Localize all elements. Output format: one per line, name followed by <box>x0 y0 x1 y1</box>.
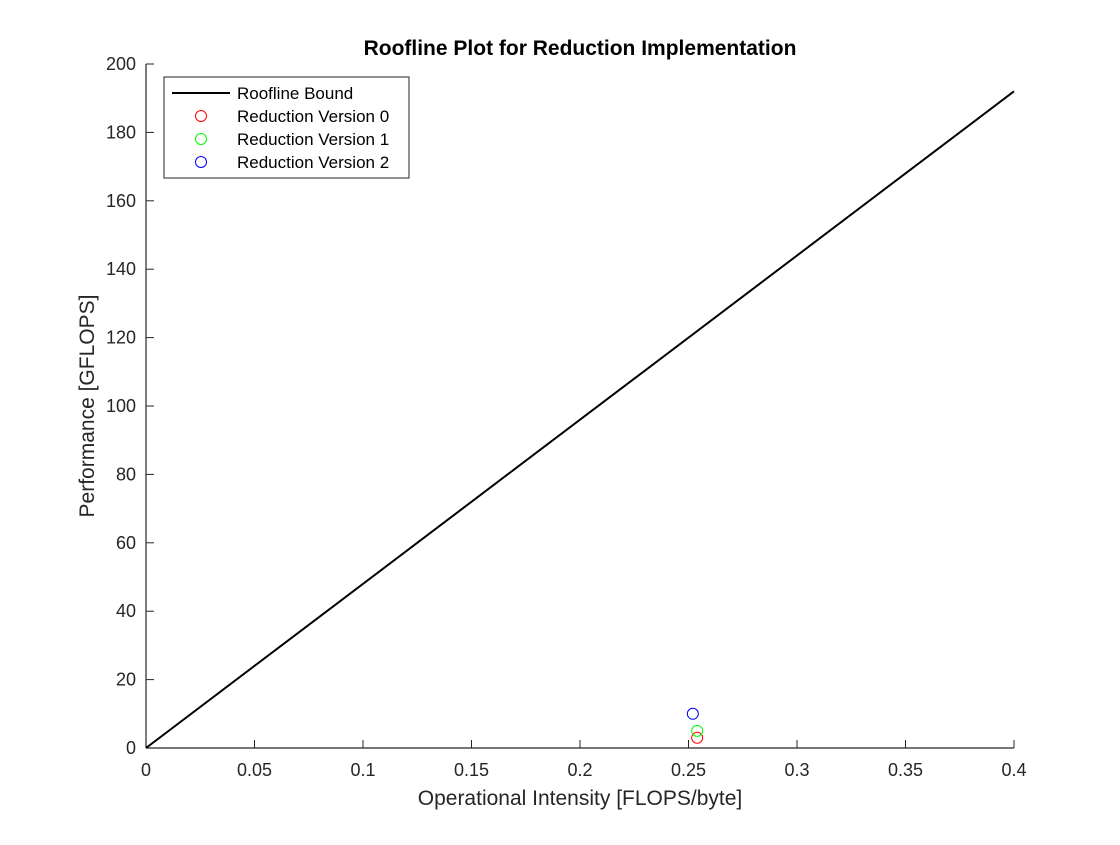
y-axis-label: Performance [GFLOPS] <box>76 295 99 518</box>
legend-swatch-reduction-version-2 <box>195 156 207 168</box>
legend-swatch-reduction-version-0 <box>195 110 207 122</box>
y-tick-label: 180 <box>106 122 136 142</box>
x-axis-label: Operational Intensity [FLOPS/byte] <box>418 787 743 810</box>
x-tick-label: 0.3 <box>784 760 809 780</box>
legend-swatch-reduction-version-1 <box>195 133 207 145</box>
x-tick-label: 0.15 <box>454 760 489 780</box>
x-tick-label: 0.25 <box>671 760 706 780</box>
chart-title: Roofline Plot for Reduction Implementati… <box>364 37 797 60</box>
plot-area: 0 0.05 0.1 0.15 0.2 0.25 0.3 0.35 0.4 0 20 40 60 80 10… <box>106 54 1027 780</box>
x-tick-label: 0.4 <box>1001 760 1026 780</box>
legend: Roofline Bound Reduction Version 0 Reducti… <box>163 76 410 179</box>
y-tick-label: 20 <box>116 670 136 690</box>
x-tick-label: 0.35 <box>888 760 923 780</box>
x-tick-label: 0.05 <box>237 760 272 780</box>
y-tick-label: 80 <box>116 464 136 484</box>
y-tick-label: 60 <box>116 533 136 553</box>
legend-label-reduction-version-1: Reduction Version 1 <box>237 130 389 149</box>
x-tick-label: 0 <box>141 760 151 780</box>
y-tick-label: 120 <box>106 328 136 348</box>
x-tick-label: 0.2 <box>567 760 592 780</box>
series-line-roofline-bound <box>145 90 1015 749</box>
y-tick-label: 40 <box>116 601 136 621</box>
legend-label-reduction-version-2: Reduction Version 2 <box>237 153 389 172</box>
y-tick-label: 100 <box>106 396 136 416</box>
y-tick-label: 200 <box>106 54 136 74</box>
y-tick-label: 0 <box>126 738 136 758</box>
legend-label-reduction-version-0: Reduction Version 0 <box>237 107 389 126</box>
data-point-reduction-version-1 <box>691 724 704 737</box>
data-point-reduction-version-0 <box>691 731 704 744</box>
x-tick-label: 0.1 <box>350 760 375 780</box>
y-tick-label: 140 <box>106 259 136 279</box>
data-point-reduction-version-2 <box>686 707 699 720</box>
y-tick-label: 160 <box>106 191 136 211</box>
legend-label-roofline-bound: Roofline Bound <box>237 84 353 103</box>
